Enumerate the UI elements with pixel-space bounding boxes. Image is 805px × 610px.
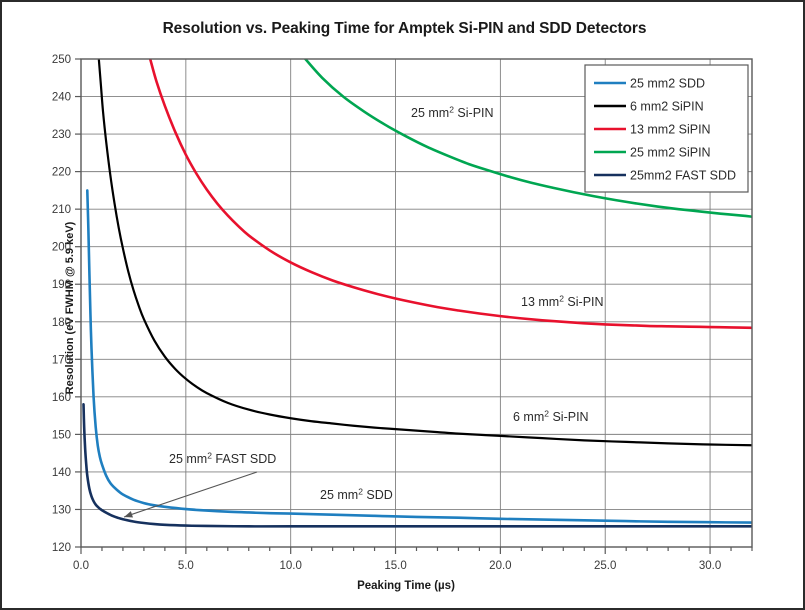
- legend-label: 25 mm2 SiPIN: [630, 146, 711, 160]
- x-tick-label: 15.0: [384, 560, 406, 572]
- y-tick-label: 170: [52, 354, 71, 366]
- legend-label: 25mm2 FAST SDD: [630, 169, 736, 183]
- y-tick-label: 130: [52, 504, 71, 516]
- plot-annotations: 25 mm2 Si-PIN 13 mm2 Si-PIN 6 mm2 Si-PIN 25…: [123, 105, 604, 518]
- x-tick-label: 20.0: [489, 560, 511, 572]
- plot-frame: [80, 58, 753, 548]
- annot-25-sdd: 25 mm2 SDD: [320, 487, 393, 503]
- series-line: [97, 59, 752, 447]
- axis-tick-labels: 120 130 140 150 160 170 180 190 200 210 220 230 240 2…: [52, 54, 721, 572]
- x-tick-label: 5.0: [178, 560, 194, 572]
- y-tick-label: 120: [52, 542, 71, 554]
- x-tick-label: 30.0: [699, 560, 721, 572]
- y-tick-label: 150: [52, 429, 71, 441]
- y-tick-label: 220: [52, 167, 71, 179]
- annot-25-sipin: 25 mm2 Si-PIN: [411, 105, 494, 121]
- y-tick-label: 140: [52, 467, 71, 479]
- series-line: [304, 59, 752, 218]
- series-line: [148, 59, 752, 330]
- y-tick-label: 180: [52, 317, 71, 329]
- series-line: [85, 189, 752, 524]
- annot-13-sipin: 13 mm2 Si-PIN: [521, 294, 604, 310]
- annotation-arrow-head: [124, 511, 133, 518]
- legend-label: 25 mm2 SDD: [630, 77, 705, 91]
- legend: 25 mm2 SDD 6 mm2 SiPIN 13 mm2 SiPIN 25 mm2 …: [584, 64, 749, 193]
- y-tick-label: 160: [52, 392, 71, 404]
- y-tick-label: 190: [52, 279, 71, 291]
- x-axis-label: Peaking Time (µs): [357, 580, 455, 592]
- y-tick-label: 250: [52, 54, 71, 66]
- legend-label: 13 mm2 SiPIN: [630, 123, 711, 137]
- x-tick-label: 25.0: [594, 560, 616, 572]
- legend-label: 6 mm2 SiPIN: [630, 100, 704, 114]
- series-line: [82, 403, 752, 528]
- y-tick-label: 200: [52, 242, 71, 254]
- page-title: Resolution vs. Peaking Time for Amptek S…: [162, 20, 647, 37]
- annotation-arrow-line: [123, 471, 258, 518]
- annot-25-fast-sdd: 25 mm2 FAST SDD: [169, 451, 276, 467]
- y-tick-label: 210: [52, 204, 71, 216]
- y-tick-label: 230: [52, 129, 71, 141]
- data-series-group: [82, 59, 752, 528]
- grid-lines: [81, 58, 752, 548]
- annot-6-sipin: 6 mm2 Si-PIN: [513, 409, 589, 425]
- x-tick-label: 10.0: [279, 560, 301, 572]
- x-tick-label: 0.0: [73, 560, 89, 572]
- y-tick-label: 240: [52, 92, 71, 104]
